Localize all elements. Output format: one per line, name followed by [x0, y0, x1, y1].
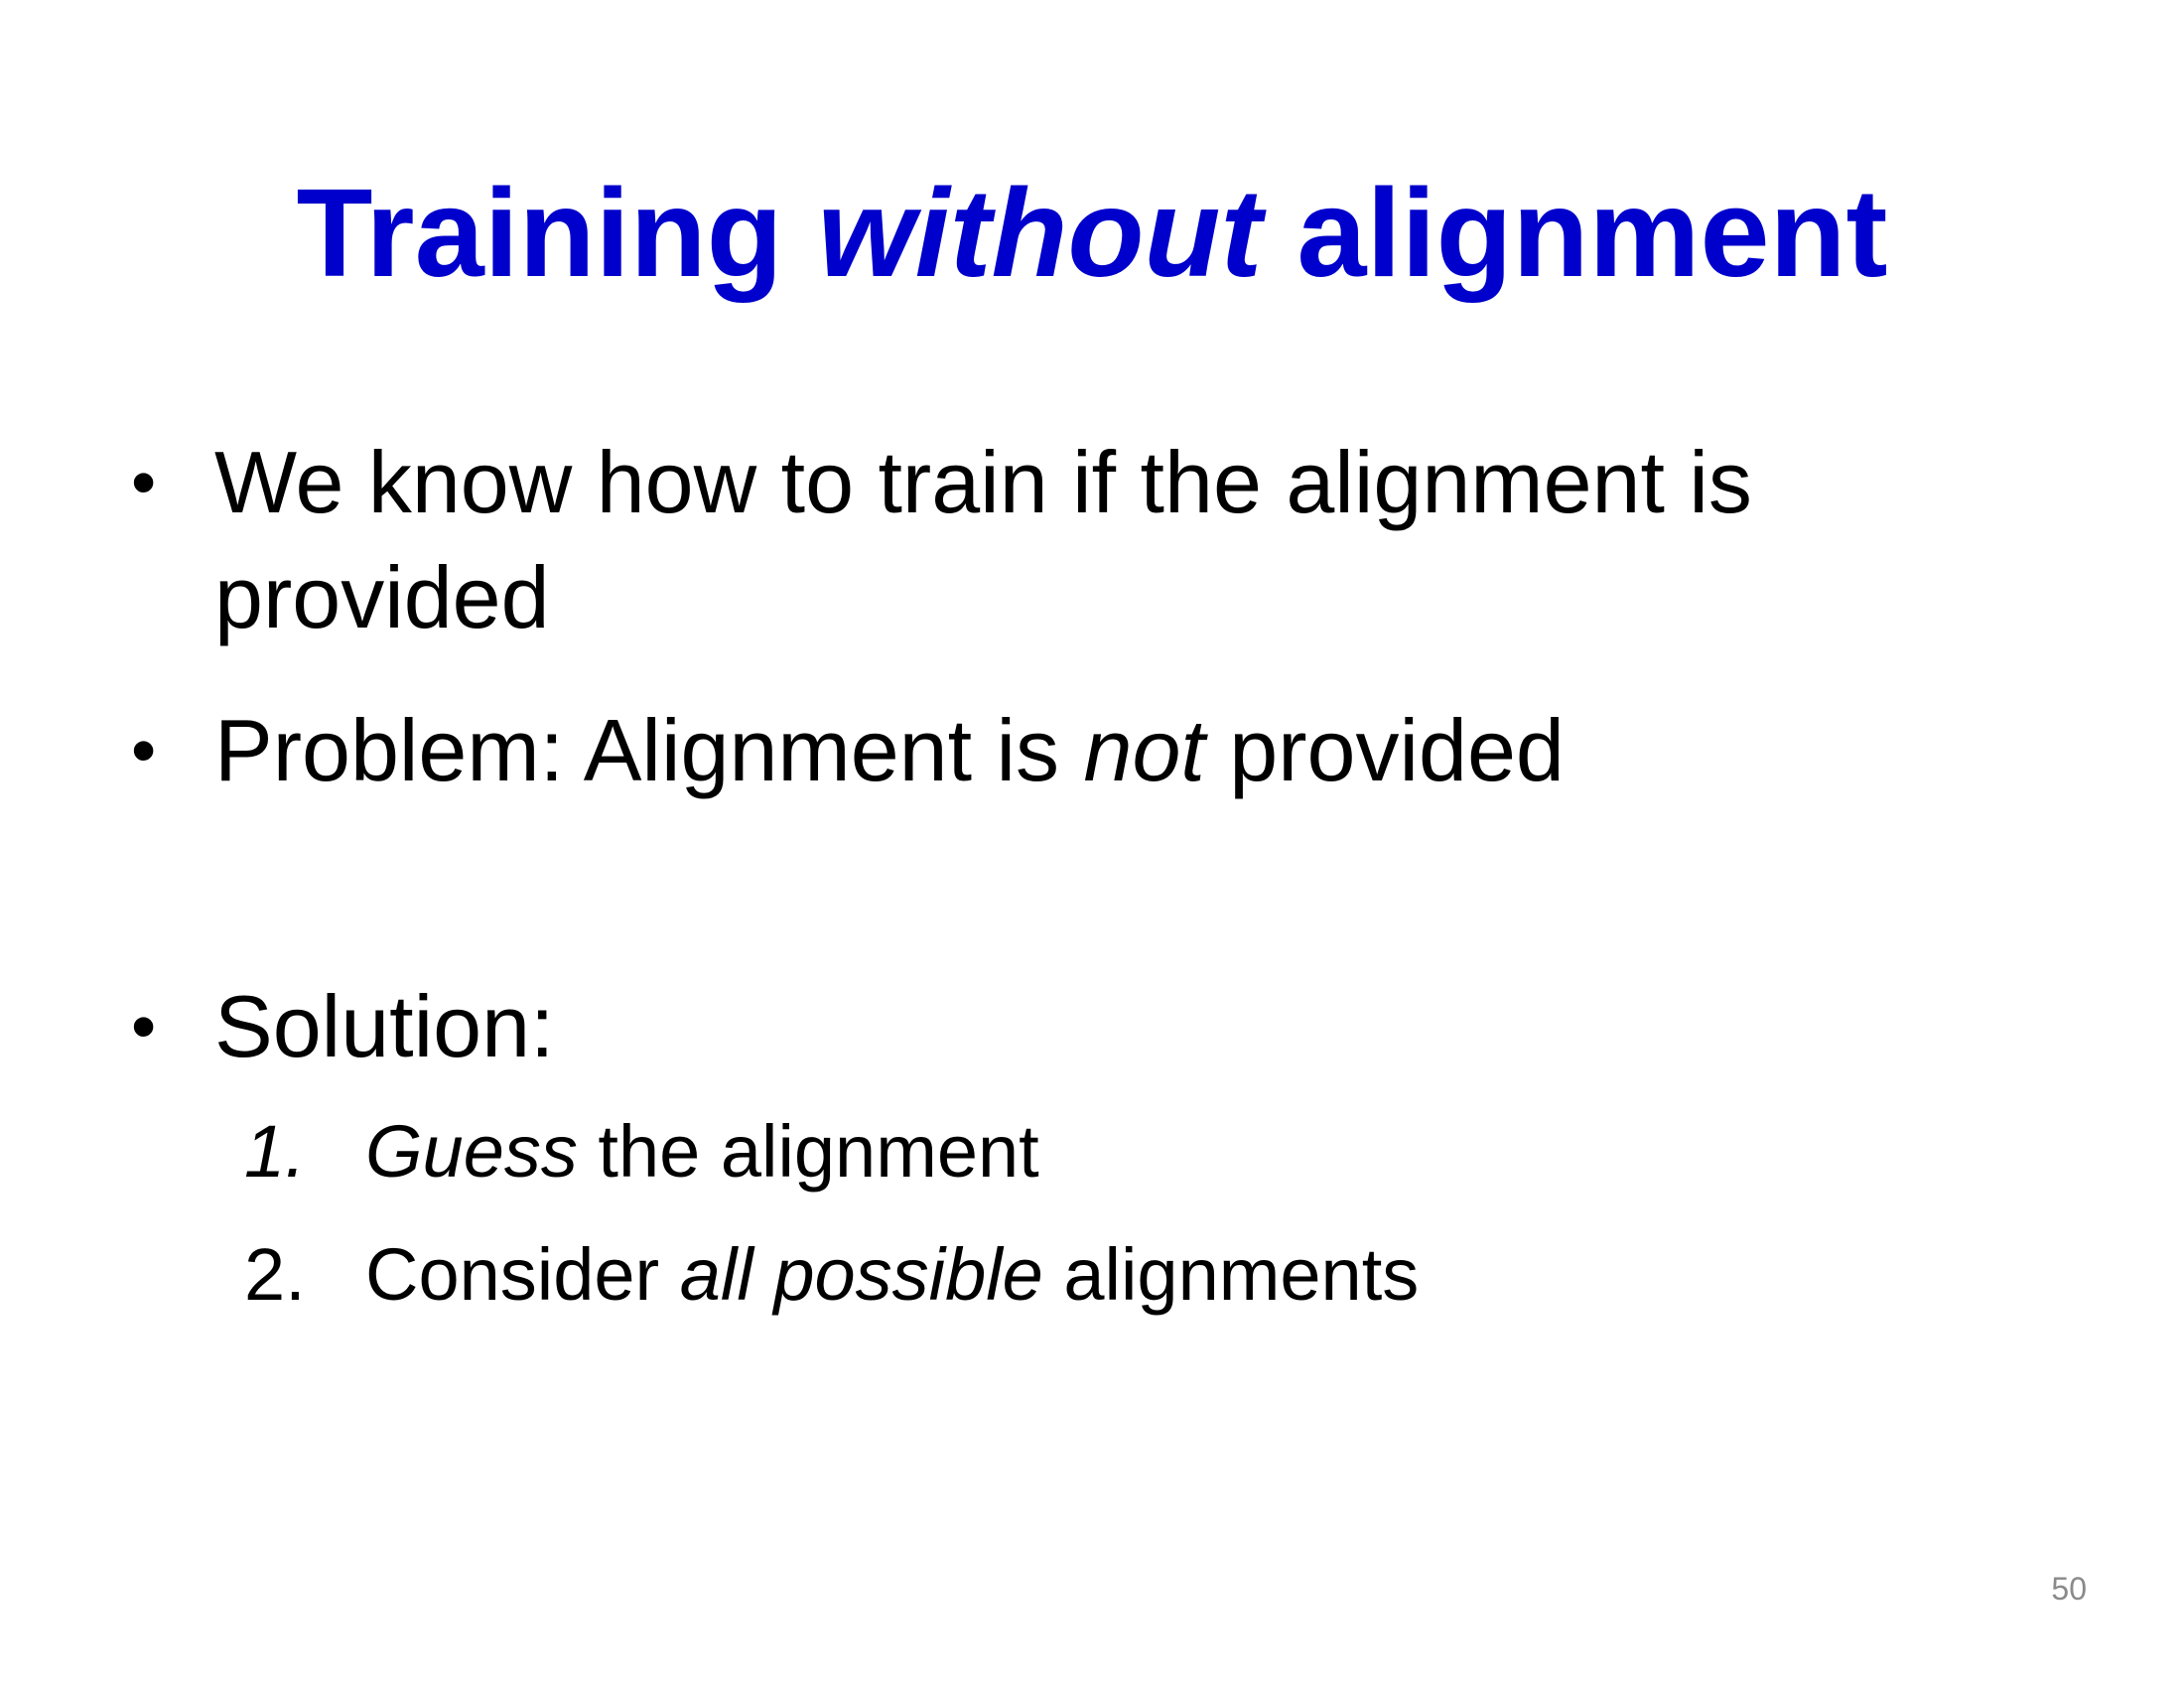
title-emphasis: without	[817, 163, 1263, 303]
solution-text-after: the alignment	[577, 1110, 1039, 1193]
bullet-text: We know how to train if the alignment is…	[214, 425, 1752, 655]
bullet-text: Problem: Alignment is not provided	[214, 693, 1565, 808]
page-number: 50	[2051, 1571, 2087, 1607]
bullet-text: Solution:	[214, 977, 555, 1075]
solution-text-before: Consider	[365, 1233, 680, 1316]
bullet-line-1: We know how to train if the alignment is	[214, 433, 1752, 531]
title-text-before: Training	[296, 163, 818, 303]
bullet-marker: •	[131, 443, 157, 522]
bullet-emphasis: not	[1083, 701, 1205, 799]
solution-text: Consider all possible alignments	[365, 1227, 1419, 1323]
bullet-text-before: Problem: Alignment is	[214, 701, 1084, 799]
solution-emphasis: Guess	[365, 1110, 578, 1193]
solution-text-after: alignments	[1042, 1233, 1420, 1316]
slide-title: Training without alignment	[0, 159, 2184, 308]
solution-number: 1.	[244, 1110, 306, 1193]
solution-number: 2.	[244, 1233, 306, 1316]
title-text-after: alignment	[1262, 163, 1888, 303]
solution-text: Guess the alignment	[365, 1104, 1039, 1199]
bullet-line-2: provided	[214, 548, 550, 646]
bullet-marker: •	[131, 711, 157, 790]
solution-emphasis: all possible	[679, 1233, 1043, 1316]
bullet-marker: •	[131, 987, 157, 1066]
bullet-text-after: provided	[1204, 701, 1565, 799]
